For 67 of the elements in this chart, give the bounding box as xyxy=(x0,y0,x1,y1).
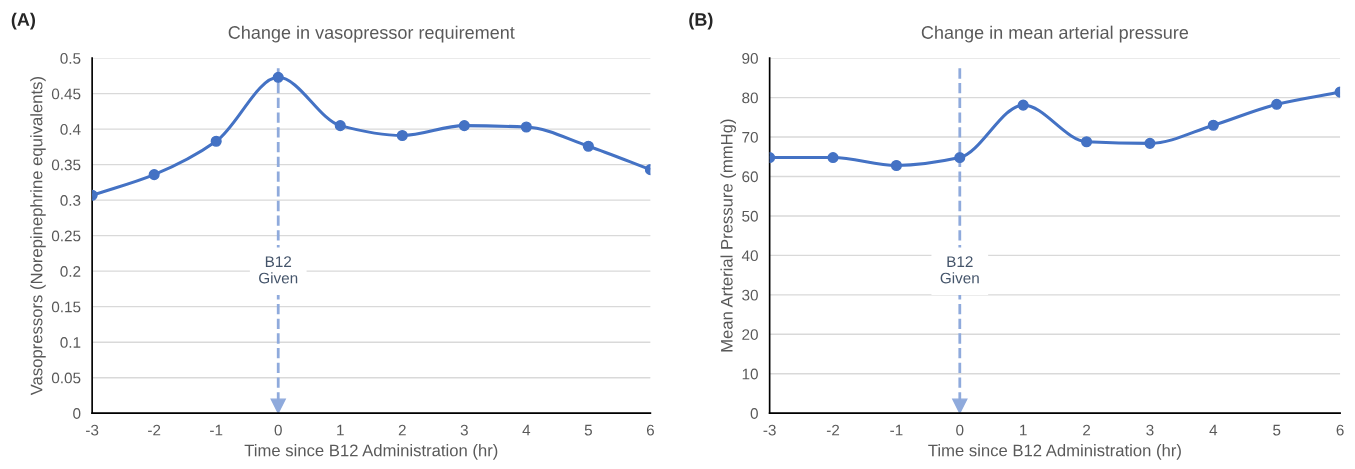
point xyxy=(827,152,839,164)
text: (B) xyxy=(689,12,713,30)
point xyxy=(396,129,408,142)
x-axis-title: Time since B12 Administration (hr) xyxy=(244,444,498,460)
x-tick-label: 3 xyxy=(460,424,468,436)
y-tick-label: 20 xyxy=(742,329,758,340)
x-tick-label: 4 xyxy=(1209,424,1218,436)
x-tick-label: -3 xyxy=(763,424,776,436)
text: (A) xyxy=(11,12,36,30)
point xyxy=(1081,136,1093,148)
x-tick-label: 5 xyxy=(584,424,592,436)
y-tick-label: 0 xyxy=(750,408,758,419)
point xyxy=(458,120,470,132)
y-axis-title: Mean Arterial Pressure (mmHg) xyxy=(720,119,736,352)
point xyxy=(520,121,532,133)
point xyxy=(1144,137,1156,149)
y-tick-label: 0.5 xyxy=(60,53,81,64)
x-tick-label: 5 xyxy=(1273,424,1281,436)
x-tick-label: 6 xyxy=(1336,424,1344,436)
y-tick-label: 0.2 xyxy=(60,266,81,277)
y-tick-label: 60 xyxy=(742,171,758,183)
y-tick-label: 0.1 xyxy=(60,337,81,348)
y-tick-label: 30 xyxy=(742,289,758,301)
y-tick-label: 50 xyxy=(742,210,758,222)
x-tick-label: -2 xyxy=(826,424,840,436)
y-tick-label: 80 xyxy=(742,92,758,104)
x-tick-label: -3 xyxy=(86,424,99,436)
chart-title: Change in mean arterial pressure xyxy=(921,25,1189,43)
y-tick-label: 0 xyxy=(73,408,81,419)
point xyxy=(1207,119,1219,131)
point xyxy=(148,169,160,181)
point xyxy=(890,159,902,172)
point xyxy=(582,140,594,152)
y-tick-label: 0.45 xyxy=(51,88,81,100)
y-tick-label: 10 xyxy=(742,368,758,380)
point xyxy=(954,152,966,164)
y-tick-label: 0.15 xyxy=(51,301,81,313)
x-tick-label: -2 xyxy=(148,424,161,436)
y-tick-label: 0.3 xyxy=(60,195,81,206)
x-tick-label: 2 xyxy=(398,424,406,436)
y-tick-label: 40 xyxy=(741,250,758,262)
ref-line-label: B12 Given xyxy=(940,256,979,284)
x-tick-label: 0 xyxy=(956,424,964,436)
y-tick-label: 70 xyxy=(742,131,758,143)
ref-line-label: B12 Given xyxy=(259,256,298,284)
x-tick-label: 4 xyxy=(522,424,531,436)
x-tick-label: -1 xyxy=(890,424,903,436)
x-tick-label: 0 xyxy=(274,424,282,436)
point xyxy=(334,120,346,132)
x-tick-label: 2 xyxy=(1083,424,1091,436)
x-axis-title: Time since B12 Administration (hr) xyxy=(928,444,1181,460)
point xyxy=(210,135,222,147)
y-tick-label: 0.05 xyxy=(51,372,81,384)
x-tick-label: 6 xyxy=(646,424,654,436)
point xyxy=(1271,98,1283,110)
y-tick-label: 0.35 xyxy=(51,159,81,171)
y-axis-title: Vasopressors (Norepinephrine equivalents) xyxy=(30,77,46,396)
point xyxy=(1017,99,1029,111)
x-tick-label: 1 xyxy=(1020,424,1027,436)
x-tick-label: 3 xyxy=(1146,424,1154,436)
y-tick-label: 0.25 xyxy=(51,230,81,242)
x-tick-label: -1 xyxy=(210,424,223,436)
point xyxy=(272,71,284,83)
x-tick-label: 1 xyxy=(337,424,344,436)
y-tick-label: 0.4 xyxy=(60,124,81,135)
chart-title: Change in vasopressor requirement xyxy=(228,25,515,43)
y-tick-label: 90 xyxy=(742,53,758,64)
